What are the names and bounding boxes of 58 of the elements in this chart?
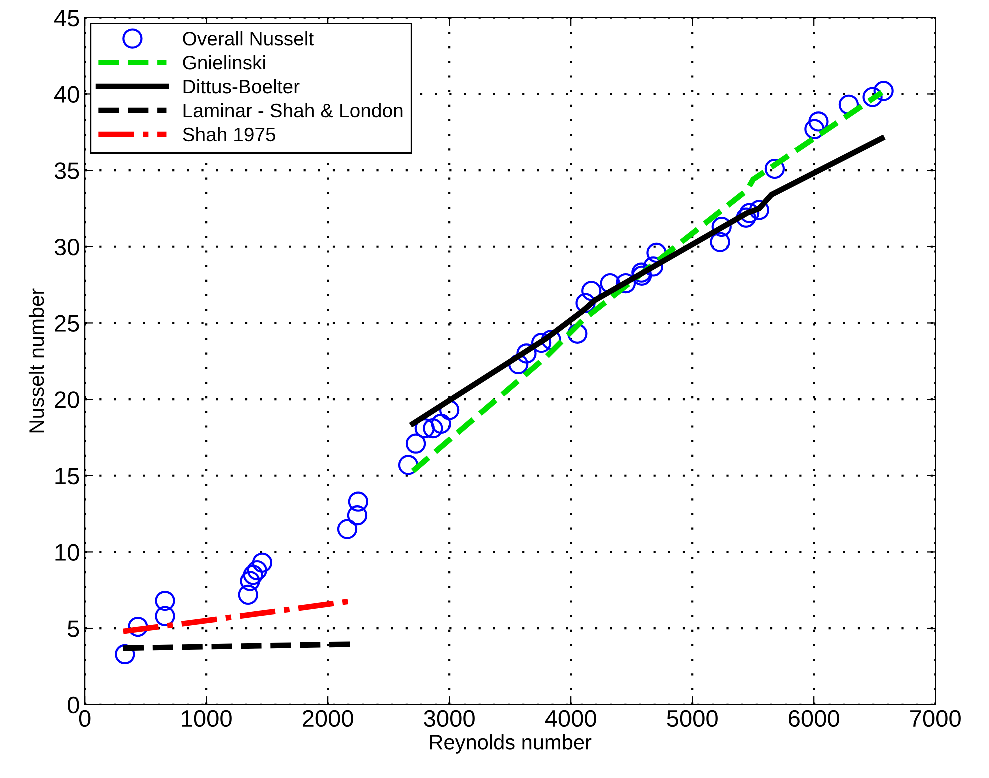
point [240,571,260,592]
point [414,418,435,439]
point [643,256,664,277]
x-tick-label: 1000 [182,710,232,728]
y-tick-label: 35 [54,162,80,180]
point [808,112,829,132]
y-tick-label: 0 [68,696,80,714]
x-tick-label: 7000 [910,710,961,728]
x-tick-label: 6000 [789,710,840,728]
point [804,119,825,140]
y-tick-label: 25 [55,315,80,332]
y-tick-label: 15 [56,468,80,485]
point [337,519,358,540]
legend-label: Gnielinski [183,55,266,70]
y-tick-label: 20 [55,392,80,408]
y-tick-label: 5 [68,620,80,638]
point [862,87,883,108]
point [710,232,730,252]
legend-label: Laminar - Shah & London [184,103,403,118]
y-tick-label: 40 [54,86,80,104]
legend-label: Dittus-Boelter [184,79,300,94]
point [749,200,770,220]
point [764,158,786,180]
point [712,216,732,238]
point [516,344,537,364]
point [155,590,176,612]
y-tick-label: 10 [56,544,80,561]
point [736,208,756,228]
point [348,492,369,512]
x-tick-label: 0 [79,710,91,728]
legend-label: Shah 1975 [183,127,276,142]
point [582,281,602,302]
point [155,606,176,626]
point [247,560,268,581]
point [431,414,452,434]
x-tick-label: 2000 [302,710,354,728]
x-tick-label: 4000 [545,710,596,728]
x-tick-label: 3000 [424,710,475,728]
point [252,552,273,573]
point [128,616,148,638]
x-tick-label: 5000 [667,710,718,728]
point [243,565,264,586]
point [739,203,760,224]
point [423,418,444,439]
point [347,505,368,526]
point [568,324,588,344]
point [115,644,136,665]
y-tick-label: 45 [54,10,80,27]
point [576,293,596,314]
point [238,584,258,606]
y-axis-title: Nusselt number [28,288,44,433]
legend-label: Overall Nusselt [183,32,314,46]
point [406,434,426,454]
point [398,455,419,476]
y-tick-label: 30 [54,238,80,256]
x-axis-title: Reynolds number [430,734,592,754]
point [531,332,552,354]
point [874,81,894,102]
